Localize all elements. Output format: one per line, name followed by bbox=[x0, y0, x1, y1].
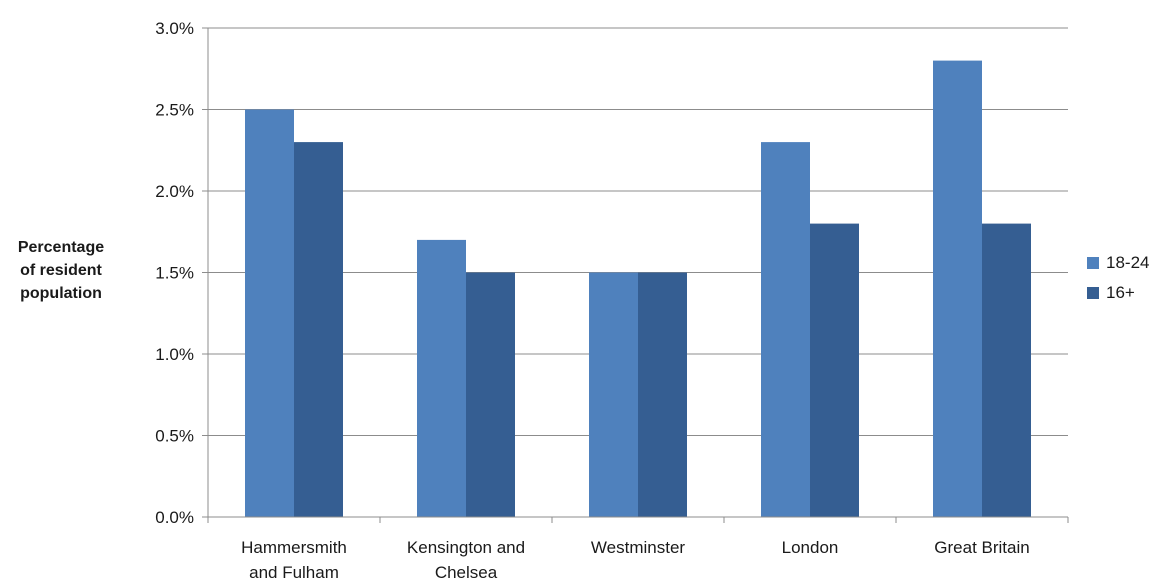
y-axis-label-line: of resident bbox=[20, 262, 102, 279]
x-category-label: Great Britain bbox=[934, 538, 1029, 557]
y-tick-label: 2.0% bbox=[155, 182, 194, 201]
x-category-labels: Hammersmith and Fulham Kensington and Chels… bbox=[241, 538, 1030, 582]
legend-label: 18-24 bbox=[1106, 253, 1150, 272]
bar-16+-1 bbox=[466, 272, 515, 517]
legend-swatch bbox=[1087, 257, 1099, 269]
x-category-label: Kensington and bbox=[407, 538, 525, 557]
bar-16+-4 bbox=[982, 223, 1031, 517]
bar-18-24-2 bbox=[589, 272, 638, 517]
bar-16+-0 bbox=[294, 142, 343, 517]
y-axis-label: Percentage of resident population bbox=[2, 236, 120, 305]
y-axis-label-line: Percentage bbox=[17, 239, 105, 256]
legend-item-16-plus: 16+ bbox=[1087, 278, 1149, 308]
legend-item-18-24: 18-24 bbox=[1087, 248, 1149, 278]
legend-label: 16+ bbox=[1106, 283, 1135, 302]
y-tick-label: 1.0% bbox=[155, 345, 194, 364]
legend: 18-24 16+ bbox=[1087, 248, 1149, 308]
bar-18-24-0 bbox=[245, 109, 294, 517]
x-category-label: Westminster bbox=[591, 538, 685, 557]
y-axis-label-line: population bbox=[20, 285, 102, 302]
legend-swatch bbox=[1087, 287, 1099, 299]
bars bbox=[245, 60, 1031, 517]
x-category-label: Hammersmith bbox=[241, 538, 347, 557]
axes bbox=[202, 27, 1069, 523]
bar-18-24-1 bbox=[417, 239, 466, 517]
y-tick-label: 2.5% bbox=[155, 101, 194, 120]
y-tick-label: 0.5% bbox=[155, 427, 194, 446]
y-tick-label: 3.0% bbox=[155, 19, 194, 38]
bar-16+-2 bbox=[638, 272, 687, 517]
y-tick-label: 0.0% bbox=[155, 508, 194, 527]
x-category-label: Chelsea bbox=[435, 563, 498, 582]
x-category-label: and Fulham bbox=[249, 563, 339, 582]
x-category-label: London bbox=[782, 538, 839, 557]
y-tick-label: 1.5% bbox=[155, 264, 194, 283]
bar-18-24-4 bbox=[933, 60, 982, 517]
bar-16+-3 bbox=[810, 223, 859, 517]
bar-18-24-3 bbox=[761, 142, 810, 517]
y-tick-labels: 0.0% 0.5% 1.0% 1.5% 2.0% 2.5% 3.0% bbox=[155, 19, 194, 527]
